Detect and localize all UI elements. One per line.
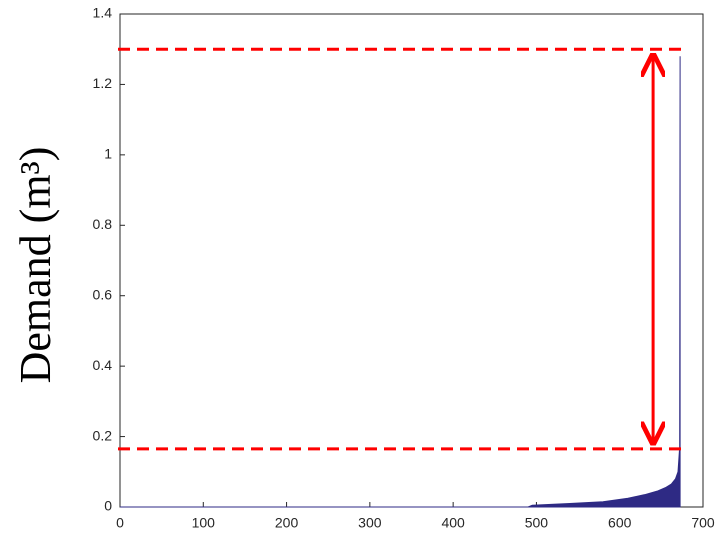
y-tick-label: 0.6 xyxy=(93,286,113,302)
x-tick-label: 100 xyxy=(192,515,216,531)
y-tick-label: 1 xyxy=(104,146,112,162)
y-tick-label: 0.8 xyxy=(93,216,113,232)
x-tick-label: 300 xyxy=(358,515,382,531)
x-tick-label: 600 xyxy=(608,515,632,531)
x-tick-label: 200 xyxy=(275,515,299,531)
y-tick-label: 0.2 xyxy=(93,427,113,443)
x-tick-label: 400 xyxy=(441,515,465,531)
y-tick-label: 1.2 xyxy=(93,75,113,91)
y-tick-label: 0 xyxy=(104,498,112,514)
area xyxy=(120,56,681,508)
plot-area xyxy=(119,13,704,508)
y-tick-label: 0.4 xyxy=(93,357,113,373)
x-tick-label: 500 xyxy=(525,515,549,531)
y-axis-label: Demand (m³) xyxy=(11,147,60,384)
y-tick-label: 1.4 xyxy=(93,5,113,21)
x-tick-label: 0 xyxy=(116,515,124,531)
x-tick-label: 700 xyxy=(691,515,715,531)
